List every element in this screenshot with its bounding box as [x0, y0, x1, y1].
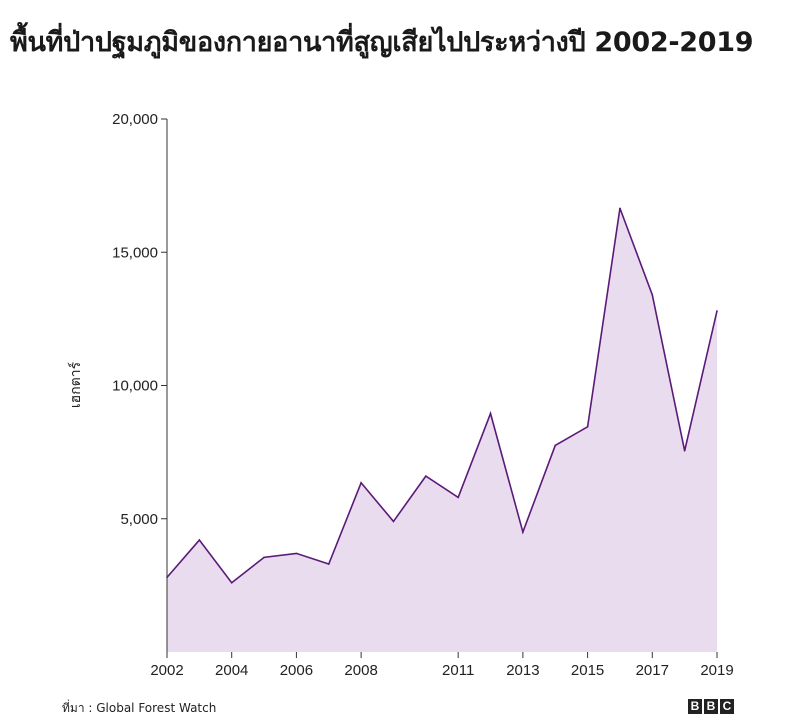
- x-tick-label: 2013: [506, 662, 539, 679]
- data-point: [651, 294, 654, 296]
- x-tick-label: 2002: [150, 662, 183, 679]
- x-tick-label: 2004: [215, 662, 248, 679]
- x-tick-label: 2017: [636, 662, 669, 679]
- logo-letter: B: [688, 699, 702, 714]
- data-point: [554, 444, 557, 447]
- data-point: [619, 207, 621, 210]
- x-tick-label: 2006: [280, 662, 313, 679]
- data-point: [716, 310, 718, 312]
- x-tick-label: 2015: [571, 662, 604, 679]
- logo-letter: C: [720, 699, 734, 714]
- y-tick-label: 15,000: [112, 244, 158, 261]
- data-point: [586, 426, 589, 428]
- x-tick-label: 2011: [442, 662, 474, 679]
- area-fill: [167, 208, 717, 652]
- data-point: [198, 539, 201, 541]
- data-point: [263, 556, 265, 559]
- data-point: [457, 496, 459, 499]
- data-point: [360, 481, 362, 484]
- data-point: [327, 563, 330, 565]
- y-tick-label: 10,000: [112, 378, 158, 395]
- data-point: [425, 475, 427, 477]
- bbc-logo: B B C: [688, 699, 734, 714]
- data-point: [522, 531, 524, 533]
- y-tick-label: 20,000: [112, 111, 158, 128]
- chart-title: พื้นที่ป่าปฐมภูมิของกายอานาที่สูญเสียไปป…: [10, 27, 754, 58]
- source-note: ที่มา : Global Forest Watch: [62, 701, 217, 715]
- x-tick-label: 2019: [700, 662, 733, 679]
- data-point: [489, 412, 492, 415]
- logo-letter: B: [704, 699, 718, 714]
- y-axis-label: เฮกตาร์: [67, 361, 84, 408]
- series-line: [166, 207, 718, 584]
- data-point: [295, 552, 298, 555]
- data-point: [392, 520, 395, 523]
- data-point: [683, 449, 686, 452]
- data-point: [230, 581, 233, 584]
- y-tick-label: 5,000: [120, 511, 158, 528]
- x-tick-label: 2008: [344, 662, 377, 679]
